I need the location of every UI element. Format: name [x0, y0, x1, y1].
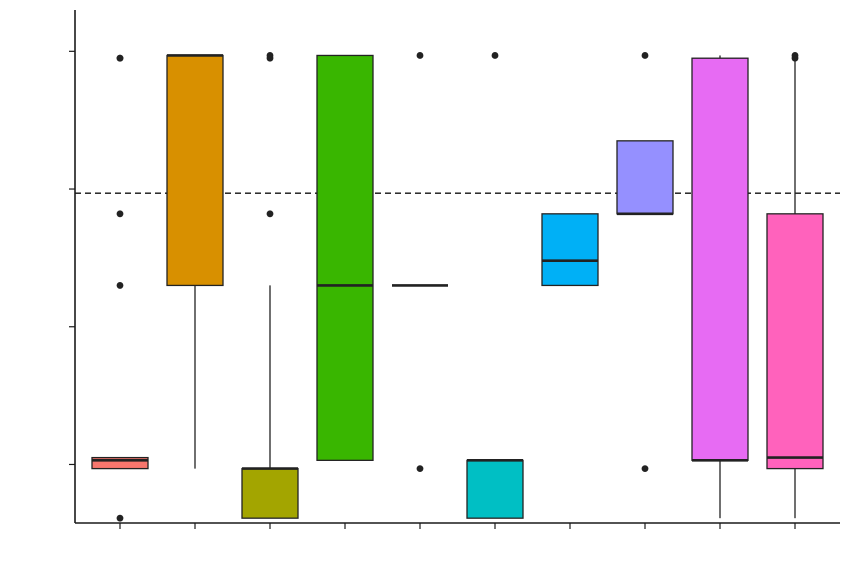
outlier-point: [116, 210, 124, 218]
box-body: [616, 140, 674, 215]
plot-area: [75, 52, 840, 522]
outlier-point: [641, 465, 649, 473]
box-body: [466, 459, 524, 519]
box-group-4: [316, 54, 374, 461]
box-group-8: [616, 52, 674, 473]
outlier-point: [416, 465, 424, 473]
outlier-point: [266, 52, 274, 59]
box-body: [691, 57, 749, 461]
box-body: [241, 467, 299, 519]
outlier-point: [116, 514, 124, 522]
outlier-point: [491, 52, 499, 59]
outlier-point: [116, 54, 124, 62]
box-group-10: [766, 52, 824, 519]
axes: [69, 10, 840, 529]
outlier-point: [791, 52, 799, 59]
outlier-point: [641, 52, 649, 59]
box-group-1: [91, 54, 149, 522]
box-group-3: [241, 52, 299, 519]
box-group-5: [392, 52, 448, 473]
box-group-2: [166, 54, 224, 469]
box-body: [766, 213, 824, 470]
box-group-6: [466, 52, 524, 519]
outlier-point: [416, 52, 424, 59]
box-body: [316, 54, 374, 461]
box-group-7: [541, 213, 599, 287]
box-body: [541, 213, 599, 287]
outlier-point: [266, 210, 274, 218]
box-group-9: [691, 55, 749, 519]
box-body: [91, 456, 149, 470]
outlier-point: [116, 282, 124, 289]
box-body: [166, 54, 224, 287]
